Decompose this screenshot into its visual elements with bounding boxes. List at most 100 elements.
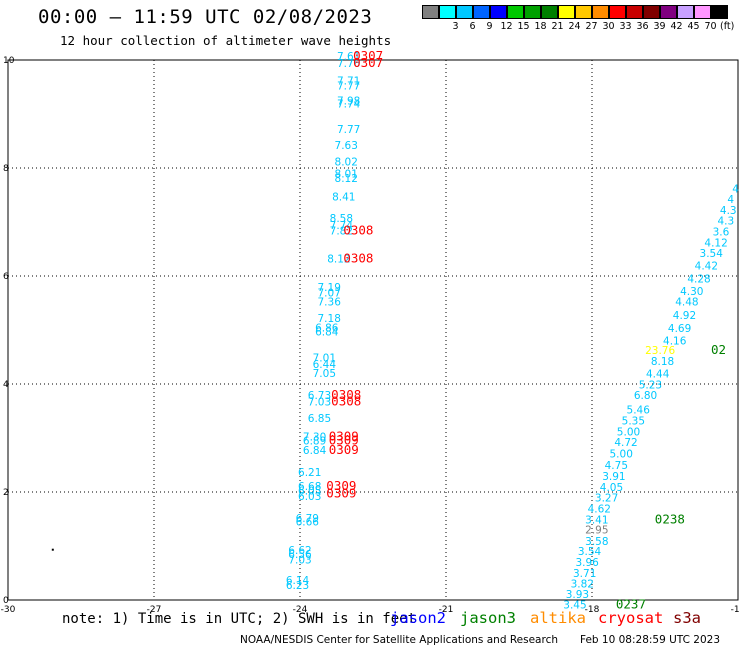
map-title: 00:00 – 11:59 UTC 02/08/2023 — [38, 6, 373, 28]
wave-height-label: 7.01 — [313, 352, 336, 364]
satellite-name: cryosat — [598, 609, 664, 627]
wave-height-label: 7.76 — [337, 58, 361, 70]
pass-time-label: 0308 — [343, 222, 373, 237]
legend-swatch — [541, 5, 558, 19]
legend-swatch — [609, 5, 626, 19]
wave-height-label: 4.92 — [673, 310, 696, 322]
pass-time-label: 0309 — [326, 485, 356, 500]
wave-height-label: 6.21 — [298, 467, 321, 479]
legend-label: 3 — [452, 21, 459, 32]
wave-height-label: 4.28 — [687, 273, 710, 285]
credit-line: NOAA/NESDIS Center for Satellite Applica… — [240, 634, 558, 646]
lat-tick-label: 8 — [3, 164, 9, 174]
pass-time-label: 0307 — [353, 55, 383, 70]
wave-height-label: 5.00 — [617, 426, 640, 438]
wave-height-label: 8.02 — [335, 156, 358, 168]
wave-height-label: 7.07 — [318, 288, 341, 300]
wave-height-label: 7.77 — [337, 81, 360, 93]
legend-swatch — [490, 5, 507, 19]
pass-time-label: 0308 — [343, 251, 373, 266]
wave-height-label: 7.74 — [337, 99, 361, 111]
satellite-name: altika — [530, 609, 586, 627]
lon-tick-label: -21 — [439, 605, 454, 615]
lat-tick-label: 6 — [3, 272, 9, 282]
legend-label: 45 — [687, 21, 700, 32]
wave-height-label: 3.93 — [566, 589, 589, 601]
legend-swatch — [422, 5, 439, 19]
wave-height-label: 3.96 — [575, 557, 599, 569]
wave-height-label: 3.91 — [602, 471, 625, 483]
legend-swatch — [439, 5, 456, 19]
wave-height-label: 4.48 — [675, 297, 698, 309]
wave-height-label: 7.71 — [337, 75, 360, 87]
wave-height-label: 6.14 — [286, 575, 310, 587]
wave-height-label: 6.79 — [296, 513, 319, 525]
legend-swatch — [694, 5, 711, 19]
wave-height-label: 6.86 — [315, 323, 339, 335]
wave-height-label: 4.69 — [668, 323, 691, 335]
wave-height-label: 4.44 — [646, 369, 670, 381]
wave-height-label: 7.03 — [288, 554, 311, 566]
color-legend: 3 6 9 12 15 18 21 24 27 30 33 36 39 42 45 70 (ft) — [422, 5, 734, 39]
wave-height-label: 4 — [727, 194, 734, 206]
wave-height-label: 23.76 — [645, 345, 675, 357]
wave-height-label: 7.30 — [303, 432, 326, 444]
legend-label: 27 — [585, 21, 598, 32]
wave-height-label: 6.73 — [308, 390, 331, 402]
wave-height-label: 5.23 — [639, 379, 662, 391]
lon-tick-label: -27 — [147, 605, 162, 615]
legend-label: 42 — [670, 21, 683, 32]
lon-tick-label: -24 — [293, 605, 308, 615]
wave-height-label: 4.75 — [605, 460, 628, 472]
legend-swatch — [660, 5, 677, 19]
wave-height-label: 3.27 — [595, 493, 618, 505]
wave-height-label: 2.95 — [585, 525, 608, 537]
pass-time-label: 0308 — [331, 394, 361, 409]
legend-label: 30 — [602, 21, 615, 32]
wave-height-label: 6.89 — [303, 435, 326, 447]
wave-height-label: 6.23 — [286, 580, 309, 592]
lat-tick-label: 0 — [3, 596, 9, 606]
lon-tick-label: -15 — [731, 605, 740, 615]
legend-swatch — [507, 5, 524, 19]
legend-swatch — [473, 5, 490, 19]
wave-height-label: 8.12 — [327, 254, 350, 266]
legend-label: 12 — [500, 21, 513, 32]
wave-height-label: 4.72 — [614, 437, 637, 449]
wave-height-label: 6.56 — [288, 549, 312, 561]
legend-label: 39 — [653, 21, 666, 32]
legend-swatch — [575, 5, 592, 19]
wave-height-label: 4.16 — [663, 336, 687, 348]
pass-time-label: 0238 — [655, 511, 685, 526]
legend-swatch — [711, 5, 728, 19]
wave-height-label: 6.85 — [308, 413, 331, 425]
legend-unit: (ft) — [720, 21, 735, 32]
legend-swatch — [677, 5, 694, 19]
satellite-name: jason3 — [460, 609, 516, 627]
wave-height-label: 7.03 — [308, 397, 331, 409]
wave-height-label: 5.00 — [610, 448, 633, 460]
wave-height-label: 6.62 — [288, 545, 311, 557]
map-frame — [7, 59, 739, 601]
lat-tick-label: 10 — [3, 56, 15, 66]
wave-height-label: 7.63 — [335, 140, 358, 152]
wave-height-label: 5.35 — [622, 416, 645, 428]
legend-label: 70 — [704, 21, 717, 32]
wave-height-label: 7.77 — [337, 124, 360, 136]
lat-tick-label: 4 — [3, 380, 9, 390]
wave-height-label: 4.30 — [680, 286, 703, 298]
wave-height-label: 8.58 — [330, 213, 353, 225]
wave-height-label: 3.6 — [713, 227, 730, 239]
wave-height-label: 6.44 — [313, 359, 337, 371]
wave-height-label: 4 — [732, 183, 739, 195]
legend-swatch — [456, 5, 473, 19]
coast-mark — [51, 548, 54, 551]
satellite-name: jason2 — [390, 609, 446, 627]
wave-height-label: 7.61 — [337, 51, 360, 63]
wave-height-label: 6.05 — [298, 486, 321, 498]
pass-time-label: 0308 — [331, 387, 361, 402]
wave-height-label: 3.54 — [578, 546, 602, 558]
pass-time-label: 0237 — [616, 597, 646, 612]
legend-swatch — [558, 5, 575, 19]
